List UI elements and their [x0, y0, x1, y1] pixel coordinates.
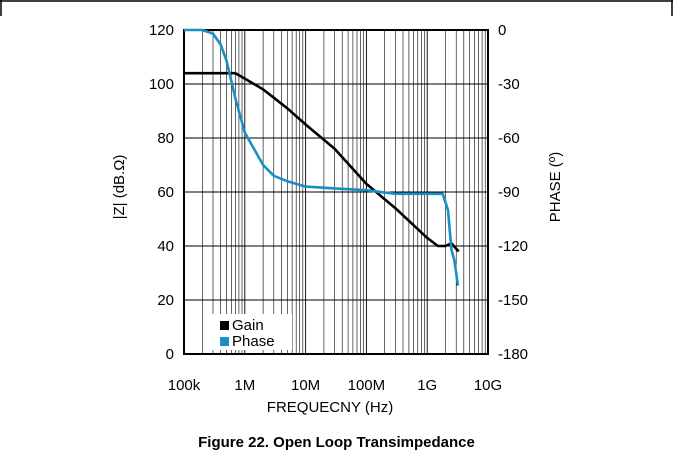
y-left-tick-label: 100 [149, 76, 174, 93]
y-left-tick-label: 80 [157, 130, 174, 147]
y-right-tick-label: 0 [498, 22, 506, 39]
y-right-tick-label: -180 [498, 346, 528, 363]
y-axis-right-label: PHASE (º) [547, 152, 564, 223]
x-tick-label: 100k [168, 377, 201, 394]
y-right-tick-label: -30 [498, 76, 520, 93]
tick-labels: 100k 1M 10M 100M 1G 10G 0 20 40 60 80 100 120 -180 -15… [149, 22, 528, 394]
y-left-tick-label: 40 [157, 238, 174, 255]
legend-swatch-phase [220, 337, 229, 346]
series-line-gain [184, 71, 460, 253]
y-right-tick-label: -150 [498, 292, 528, 309]
y-right-tick-label: -60 [498, 130, 520, 147]
y-right-tick-label: -120 [498, 238, 528, 255]
grid-lines [183, 29, 488, 355]
x-tick-label: 100M [348, 377, 386, 394]
y-right-tick-label: -90 [498, 184, 520, 201]
legend: Gain Phase [212, 314, 292, 350]
series-layer [184, 28, 460, 286]
x-axis-label: FREQUECNY (Hz) [267, 399, 393, 416]
y-left-tick-label: 120 [149, 22, 174, 39]
x-tick-label: 10M [291, 377, 320, 394]
plot-area-border [183, 29, 489, 355]
y-axis-left-label: |Z| (dB.Ω) [111, 155, 128, 220]
plot-border [183, 29, 489, 355]
y-left-tick-label: 0 [166, 346, 174, 363]
legend-label-phase: Phase [232, 333, 275, 350]
x-tick-label: 1M [234, 377, 255, 394]
figure-caption: Figure 22. Open Loop Transimpedance [198, 434, 475, 451]
series-line-phase [184, 28, 460, 286]
legend-label-gain: Gain [232, 317, 264, 334]
legend-swatch-gain [220, 321, 229, 330]
y-left-tick-label: 20 [157, 292, 174, 309]
x-tick-label: 1G [417, 377, 437, 394]
x-tick-label: 10G [474, 377, 502, 394]
y-left-tick-label: 60 [157, 184, 174, 201]
